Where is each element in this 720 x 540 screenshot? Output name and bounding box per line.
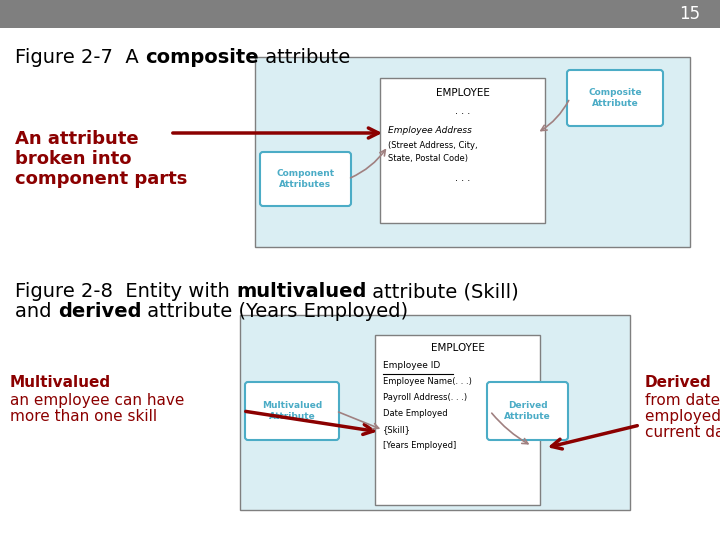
- Text: [Years Employed]: [Years Employed]: [383, 441, 456, 450]
- Text: Derived: Derived: [645, 375, 712, 390]
- Text: . . .: . . .: [455, 173, 470, 183]
- FancyBboxPatch shape: [260, 152, 351, 206]
- FancyBboxPatch shape: [0, 0, 720, 28]
- FancyBboxPatch shape: [255, 57, 690, 247]
- Text: current date: current date: [645, 425, 720, 440]
- Text: EMPLOYEE: EMPLOYEE: [431, 343, 485, 353]
- Text: Date Employed: Date Employed: [383, 409, 448, 418]
- Text: An attribute: An attribute: [15, 130, 139, 148]
- Text: employed and: employed and: [645, 409, 720, 424]
- Text: Figure 2-8  Entity with: Figure 2-8 Entity with: [15, 282, 236, 301]
- FancyBboxPatch shape: [375, 335, 540, 505]
- Text: composite: composite: [145, 48, 258, 67]
- Text: 15: 15: [679, 5, 700, 23]
- Text: State, Postal Code): State, Postal Code): [388, 154, 468, 163]
- Text: {Skill}: {Skill}: [383, 425, 411, 434]
- Text: attribute (Skill): attribute (Skill): [366, 282, 519, 301]
- Text: . . .: . . .: [455, 106, 470, 116]
- Text: Composite
Attribute: Composite Attribute: [588, 89, 642, 107]
- Text: (Street Address, City,: (Street Address, City,: [388, 141, 477, 150]
- FancyBboxPatch shape: [380, 78, 545, 223]
- Text: Multivalued
Attribute: Multivalued Attribute: [262, 401, 322, 421]
- FancyBboxPatch shape: [487, 382, 568, 440]
- Text: Employee Name(. . .): Employee Name(. . .): [383, 377, 472, 386]
- Text: an employee can have: an employee can have: [10, 393, 184, 408]
- Text: derived: derived: [58, 302, 141, 321]
- Text: from date: from date: [645, 393, 720, 408]
- Text: Component
Attributes: Component Attributes: [276, 170, 335, 188]
- Text: Multivalued: Multivalued: [10, 375, 111, 390]
- FancyBboxPatch shape: [240, 315, 630, 510]
- Text: Figure 2-7  A: Figure 2-7 A: [15, 48, 145, 67]
- Text: Employee ID: Employee ID: [383, 361, 440, 370]
- Text: attribute: attribute: [258, 48, 350, 67]
- Text: component parts: component parts: [15, 170, 187, 188]
- FancyBboxPatch shape: [245, 382, 339, 440]
- Text: more than one skill: more than one skill: [10, 409, 157, 424]
- Text: multivalued: multivalued: [236, 282, 366, 301]
- Text: Payroll Address(. . .): Payroll Address(. . .): [383, 393, 467, 402]
- Text: attribute (Years Employed): attribute (Years Employed): [141, 302, 408, 321]
- Text: broken into: broken into: [15, 150, 132, 168]
- Text: Employee Address: Employee Address: [388, 126, 472, 135]
- Text: and: and: [15, 302, 58, 321]
- FancyBboxPatch shape: [567, 70, 663, 126]
- Text: Derived
Attribute: Derived Attribute: [504, 401, 551, 421]
- Text: EMPLOYEE: EMPLOYEE: [436, 88, 490, 98]
